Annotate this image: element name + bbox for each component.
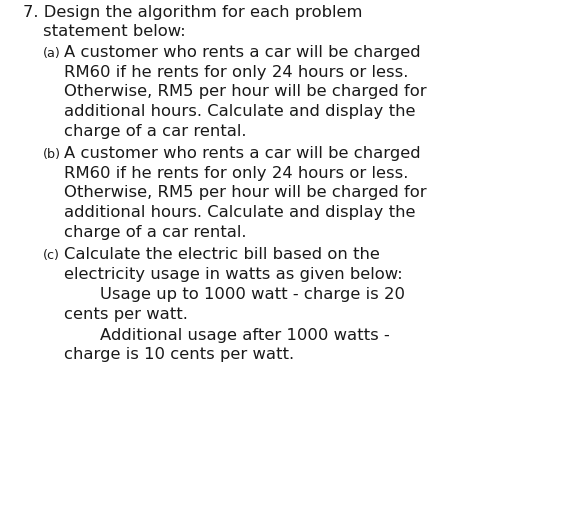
Text: cents per watt.: cents per watt. [64, 307, 188, 322]
Text: electricity usage in watts as given below:: electricity usage in watts as given belo… [64, 267, 402, 282]
Text: additional hours. Calculate and display the: additional hours. Calculate and display … [64, 104, 416, 119]
Text: Calculate the electric bill based on the: Calculate the electric bill based on the [64, 247, 380, 262]
Text: (c): (c) [43, 249, 60, 262]
Text: Otherwise, RM5 per hour will be charged for: Otherwise, RM5 per hour will be charged … [64, 185, 426, 200]
Text: 7. Design the algorithm for each problem: 7. Design the algorithm for each problem [23, 5, 363, 20]
Text: Usage up to 1000 watt - charge is 20: Usage up to 1000 watt - charge is 20 [100, 287, 405, 303]
Text: charge is 10 cents per watt.: charge is 10 cents per watt. [64, 348, 294, 363]
Text: Additional usage after 1000 watts -: Additional usage after 1000 watts - [100, 328, 389, 343]
Text: RM60 if he rents for only 24 hours or less.: RM60 if he rents for only 24 hours or le… [64, 166, 408, 181]
Text: charge of a car rental.: charge of a car rental. [64, 124, 246, 139]
Text: RM60 if he rents for only 24 hours or less.: RM60 if he rents for only 24 hours or le… [64, 65, 408, 80]
Text: additional hours. Calculate and display the: additional hours. Calculate and display … [64, 205, 416, 220]
Text: A customer who rents a car will be charged: A customer who rents a car will be charg… [64, 45, 421, 60]
Text: statement below:: statement below: [43, 24, 185, 39]
Text: (a): (a) [43, 47, 60, 60]
Text: charge of a car rental.: charge of a car rental. [64, 225, 246, 240]
Text: (b): (b) [43, 148, 61, 161]
Text: Otherwise, RM5 per hour will be charged for: Otherwise, RM5 per hour will be charged … [64, 84, 426, 99]
Text: A customer who rents a car will be charged: A customer who rents a car will be charg… [64, 146, 421, 161]
